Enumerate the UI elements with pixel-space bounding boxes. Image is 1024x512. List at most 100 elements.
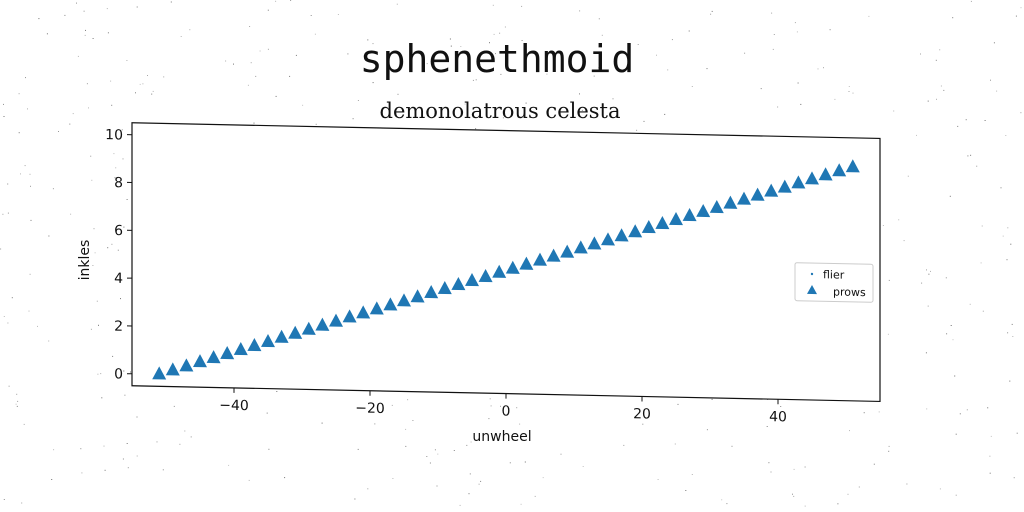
noise-speck [126,60,128,61]
noise-speck [120,298,121,300]
noise-speck [478,483,480,485]
noise-speck [121,322,123,324]
noise-speck [163,76,165,78]
data-point-prows [832,163,847,177]
noise-speck [434,449,436,451]
noise-speck [1020,7,1022,9]
noise-speck [315,123,317,125]
data-point-prows [220,346,235,360]
noise-speck [928,273,930,275]
data-point-prows [261,333,275,348]
y-axis-label: inkles [77,240,93,281]
noise-speck [688,30,690,32]
noise-speck [906,483,908,485]
noise-speck [1007,332,1009,334]
noise-speck [502,117,504,119]
noise-speck [267,9,269,11]
data-point-prows [546,248,561,262]
noise-speck [907,175,909,177]
noise-speck [685,490,687,491]
data-point-prows [818,167,833,181]
noise-speck [500,73,502,75]
noise-speck [893,110,895,112]
x-tick-label: 20 [633,406,651,422]
x-tick-label: −20 [355,400,385,417]
noise-speck [123,370,125,372]
noise-speck [372,43,374,45]
noise-speck [136,416,138,418]
noise-speck [925,352,927,354]
noise-speck [980,262,982,264]
noise-speck [156,441,158,443]
noise-speck [437,453,439,455]
noise-speck [721,499,723,501]
noise-speck [1007,227,1009,229]
noise-speck [96,300,98,302]
noise-speck [396,3,398,5]
noise-speck [170,1,172,3]
noise-speck [111,243,113,245]
noise-speck [945,277,947,279]
data-point-prows [451,277,466,291]
noise-speck [582,466,584,467]
noise-speck [142,83,144,85]
noise-speck [98,324,99,326]
noise-speck [397,93,399,95]
noise-speck [321,422,323,424]
noise-speck [17,400,19,402]
noise-speck [768,462,770,464]
noise-speck [903,240,905,242]
noise-speck [122,158,124,160]
noise-speck [135,92,136,94]
noise-speck [139,83,141,85]
noise-speck [27,108,28,110]
y-axis-ticks: 0 2 4 6 8 10 [105,127,132,383]
noise-speck [667,69,669,71]
noise-speck [534,495,536,497]
noise-speck [495,53,496,55]
noise-speck [888,445,890,447]
x-axis-ticks: −40 −20 0 20 40 [219,387,787,425]
noise-speck [1009,380,1011,382]
noise-speck [189,29,191,31]
noise-speck [147,75,148,76]
y-tick-label: 2 [114,319,123,335]
noise-speck [939,49,941,51]
noise-speck [882,225,884,226]
noise-speck [593,75,595,77]
noise-speck [499,32,501,34]
data-point-prows [737,191,751,205]
noise-speck [1012,336,1014,337]
noise-speck [887,333,889,335]
plot-frame [131,122,881,403]
noise-speck [23,423,25,425]
noise-speck [179,443,181,445]
noise-speck [392,478,394,479]
data-point-prows [383,297,398,311]
noise-speck [253,122,255,124]
noise-speck [453,450,455,451]
noise-speck [267,48,269,50]
data-series-prows [152,159,860,380]
noise-speck [504,26,506,28]
noise-speck [731,445,733,447]
noise-speck [310,15,312,16]
noise-speck [268,448,270,450]
noise-speck [111,104,113,106]
data-point-prows [641,220,656,234]
y-tick-label: 10 [105,127,123,143]
noise-speck [3,116,5,117]
noise-speck [162,469,164,471]
noise-speck [989,472,991,474]
noise-speck [412,420,414,421]
noise-speck [800,103,802,105]
data-point-prows [791,175,806,189]
noise-speck [20,173,21,175]
noise-speck [225,60,227,62]
noise-speck [295,54,297,56]
noise-speck [90,328,92,330]
noise-speck [472,79,474,81]
legend-marker-flier [810,272,814,276]
noise-speck [516,407,518,409]
